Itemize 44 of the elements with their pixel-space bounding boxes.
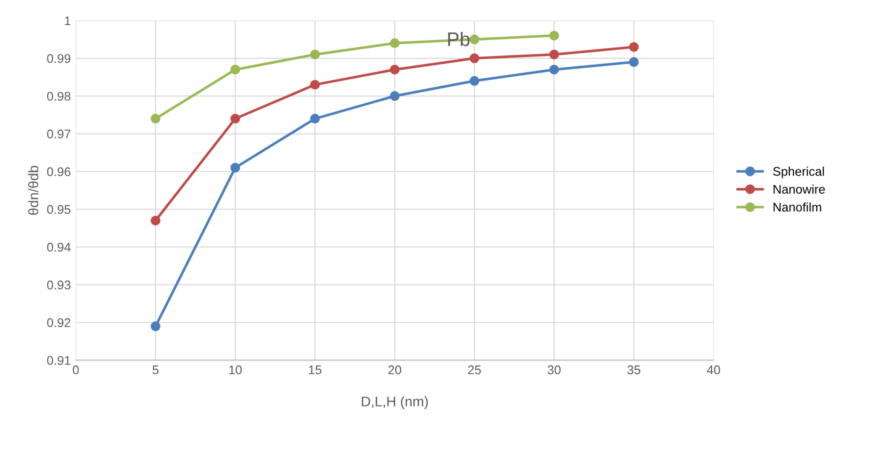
x-axis-title: D,L,H (nm) — [362, 396, 428, 410]
point — [470, 53, 480, 64]
legend-label: Nanowire — [774, 184, 825, 194]
y-tick-label: 0.92 — [47, 318, 70, 328]
point — [310, 80, 320, 90]
y-tick-label: 0.91 — [47, 356, 70, 365]
point — [629, 57, 639, 67]
y-tick-label: 0.98 — [47, 92, 70, 101]
y-tick-label: 0.97 — [47, 130, 70, 138]
point — [310, 114, 320, 124]
x-tick-label: 25 — [468, 365, 481, 374]
point — [549, 64, 560, 74]
point — [390, 91, 400, 101]
point — [230, 162, 240, 173]
point — [230, 114, 240, 124]
point — [390, 38, 400, 48]
point — [230, 64, 240, 74]
x-tick-label: 20 — [388, 365, 402, 374]
x-tick-label: 5 — [152, 366, 158, 374]
y-tick-label: 0.93 — [47, 280, 70, 290]
x-tick-label: 35 — [627, 365, 640, 374]
y-axis-title: θdn/θdb — [28, 166, 38, 215]
legend-label: Nanofilm — [774, 202, 822, 212]
y-tick-label: 0.95 — [47, 205, 70, 214]
y-tick-label: 0.94 — [47, 242, 71, 252]
point — [629, 42, 639, 52]
y-tick-label: 0.96 — [47, 167, 70, 176]
x-tick-label: 15 — [308, 366, 322, 374]
point — [150, 114, 160, 124]
y-tick-label: 0.99 — [47, 54, 70, 63]
point — [549, 50, 560, 60]
x-tick-label: 0 — [72, 365, 79, 374]
y-tick-label: 1 — [64, 16, 70, 26]
point — [150, 216, 160, 226]
x-tick-label: 40 — [706, 365, 720, 374]
legend-label: Spherical — [773, 166, 824, 178]
point — [470, 76, 480, 86]
point — [310, 50, 320, 60]
x-tick-label: 30 — [548, 365, 561, 374]
x-tick-label: 10 — [229, 365, 242, 374]
point — [470, 34, 480, 44]
point — [549, 30, 560, 40]
point — [150, 321, 160, 332]
point — [390, 64, 400, 74]
